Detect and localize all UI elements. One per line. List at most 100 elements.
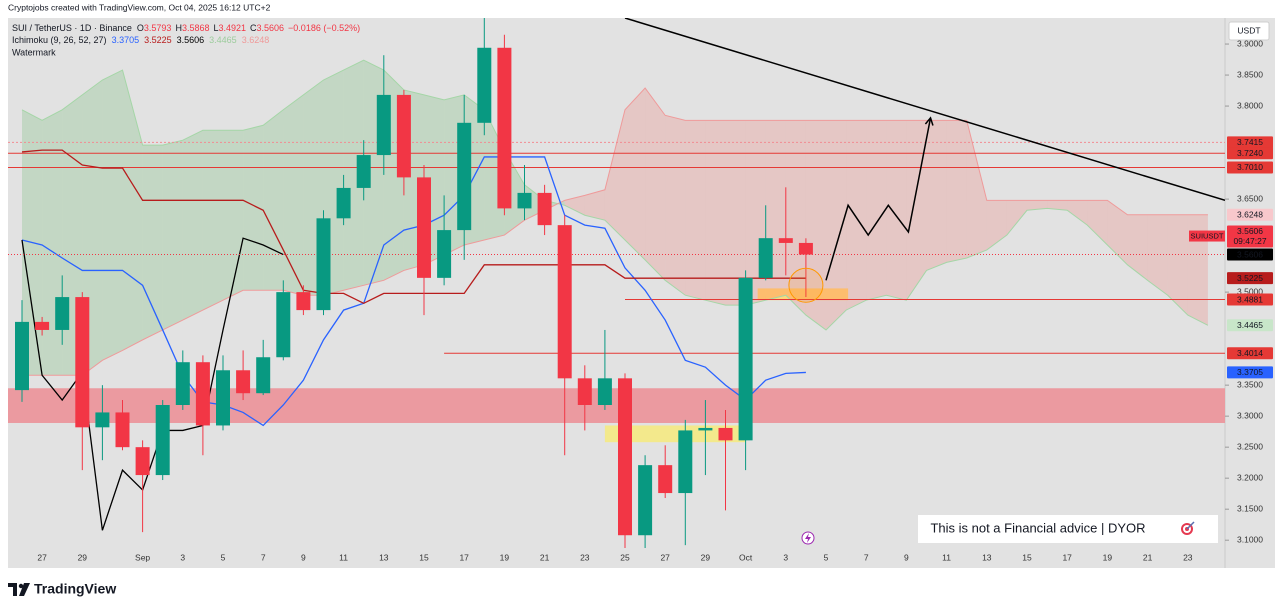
last-price: 3.5606 [1237,226,1263,236]
x-tick-label: 27 [37,552,47,562]
cloud-segment [1187,214,1208,326]
x-tick-label: 7 [864,552,869,562]
price-label-box [1227,366,1273,379]
cloud-segment [1087,200,1108,245]
cloud-segment [966,120,987,259]
symbol-box [1189,230,1225,242]
candle-body [75,297,90,428]
symbol: SUI / TetherUS · 1D · Binance [12,23,132,33]
cloud-segment [604,109,625,241]
x-tick-label: 5 [824,552,829,562]
candle-body [718,427,733,441]
event-icon[interactable] [801,531,815,545]
x-tick-label: 19 [1103,552,1113,562]
cloud-segment [886,120,907,301]
span-b-line [22,87,1208,376]
candle-body [618,378,632,536]
projection-path [825,117,932,281]
price-label: 3.6248 [1237,209,1263,219]
price-label: 3.3705 [1237,367,1263,377]
ohlc-label: O [137,23,144,33]
candle-body [457,122,472,231]
cloud-segment [1127,214,1148,281]
cloud-segment [243,125,264,291]
x-tick-label: 11 [339,552,348,562]
indicator-line [21,156,806,427]
candle-body [336,187,351,219]
indicator-value: 3.5225 [144,35,172,45]
cloud-segment [343,60,364,291]
x-tick-label: 29 [78,552,88,562]
price-label-box [1227,248,1273,261]
candle-body [35,321,50,330]
currency-button[interactable] [1228,21,1270,41]
disclaimer: This is not a Financial advice | DYOR [930,520,1145,535]
cloud-segment [162,140,183,330]
x-tick-label: Oct [739,552,753,562]
price-label-box [1227,293,1273,306]
price-label: 3.4881 [1237,294,1263,304]
candle-body [658,465,673,494]
candle-body [678,430,693,494]
cloud-segment [122,70,143,351]
indicator-value: 3.4465 [209,35,237,45]
candle-body [497,47,512,209]
ohlc-label: C [250,23,257,33]
y-tick-label: 3.1000 [1237,534,1263,544]
x-tick-label: 15 [419,552,429,562]
cloud-segment [625,88,646,260]
indicator-legend: Ichimoku (9, 26, 52, 27) 3.3705 3.5225 3.56… [12,35,269,45]
cloud-segment [584,189,605,221]
cloud-segment [1107,200,1128,265]
x-tick-label: 9 [301,552,306,562]
x-tick-label: 21 [1143,552,1153,562]
cloud-segment [725,120,746,306]
candle-body [738,277,753,441]
price-label-box [1227,319,1273,332]
y-tick-label: 3.6500 [1237,193,1263,203]
plot-area [8,18,1225,548]
candle-body [276,292,291,358]
cloud-segment [645,88,666,281]
cloud-segment [665,115,686,296]
cloud-segment [986,200,1007,250]
cloud-segment [263,109,284,291]
cloud-segment [926,120,947,271]
y-tick-label: 3.8500 [1237,69,1263,79]
candle-body [155,404,170,476]
cloud-segment [906,120,927,301]
candle-body [356,155,371,188]
candle-body [698,427,713,431]
cloud-segment [685,120,706,301]
trendline [624,18,1225,202]
y-tick-label: 3.2000 [1237,472,1263,482]
candle-body [195,362,210,426]
x-tick-label: 23 [580,552,590,562]
ohlc-value: 3.4921 [218,23,246,33]
x-tick-label: 5 [221,552,226,562]
indicator-value: 3.3705 [112,35,140,45]
y-tick-label: 3.3500 [1237,379,1263,389]
cloud-segment [182,130,203,321]
candle-body [15,321,29,391]
x-tick-label: 3 [783,552,788,562]
candle-body [537,192,552,226]
cloud-segment [564,195,585,216]
ohlc-value: 3.5606 [257,23,285,33]
price-label: 3.5225 [1237,273,1263,283]
price-label-box [1227,161,1273,174]
price-label-box [1227,208,1273,221]
y-tick-label: 3.3000 [1237,410,1263,420]
candle-body [376,94,391,156]
candle-body [798,242,813,255]
brand-logo [8,583,30,596]
symbol-label: SUIUSDT [1191,232,1224,241]
x-tick-label: 21 [540,552,550,562]
brand: TradingView [34,581,116,597]
watermark-label: Watermark [12,47,56,57]
x-tick-label: 13 [982,552,992,562]
candle-body [296,292,311,311]
price-label-box [1227,347,1273,360]
cloud-segment [866,120,887,301]
